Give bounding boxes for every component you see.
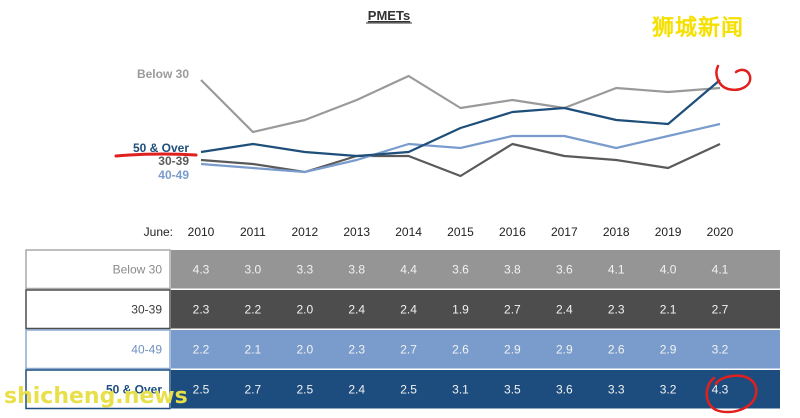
table-cell: 2.9 [556,342,573,356]
annotation-circle-top [715,64,752,91]
table-cell: 2.5 [193,382,210,396]
series-line-2 [200,122,721,174]
table-row-fill [171,370,780,409]
x-tick-label: 2016 [499,225,526,239]
table-cell: 2.4 [348,302,365,316]
table-cell: 4.4 [400,262,417,276]
x-tick-label: 2015 [447,225,474,239]
table-cell: 2.4 [556,302,573,316]
table-cell: 2.5 [400,382,417,396]
table-cell: 2.2 [193,342,210,356]
x-axis-prefix: June: [144,225,173,239]
table-cell: 3.5 [504,382,521,396]
table-cell: 2.7 [712,302,729,316]
table-cell: 4.3 [712,382,729,396]
table-cell: 3.0 [245,262,262,276]
series-line-0 [200,74,721,134]
table-cell: 1.9 [452,302,469,316]
table-row-label: 40-49 [131,342,162,356]
table-cell: 4.1 [608,262,625,276]
table-cell: 2.0 [296,302,313,316]
table-cell: 4.0 [660,262,677,276]
x-tick-label: 2011 [240,225,266,239]
table-cell: 2.5 [296,382,313,396]
table-cell: 3.8 [348,262,365,276]
table-cell: 3.1 [452,382,469,396]
table-cell: 4.1 [712,262,729,276]
x-tick-label: 2010 [188,225,215,239]
table-cell: 2.3 [608,302,625,316]
x-tick-label: 2013 [343,225,370,239]
table-row-label-box [25,289,171,330]
table-cell: 2.2 [245,302,262,316]
x-tick-label: 2012 [291,225,318,239]
table-cell: 3.6 [556,262,573,276]
watermark-top-right: 狮城新闻 [652,16,745,41]
series-label-0: Below 30 [137,67,189,81]
table-cell: 2.4 [400,302,417,316]
table-cell: 2.1 [660,302,677,316]
watermark-bottom-left: shicheng.news [4,384,188,409]
table-row-label: 30-39 [131,302,162,316]
series-line-3 [200,79,721,158]
table-cell: 3.3 [608,382,625,396]
series-label-3: 50 & Over [133,141,189,155]
table-row-fill [171,330,780,369]
table-cell: 2.9 [504,342,521,356]
series-line-1 [200,142,721,178]
table-cell: 2.1 [245,342,262,356]
table-cell: 3.6 [452,262,469,276]
x-tick-label: 2018 [603,225,630,239]
table-cell: 2.3 [348,342,365,356]
table-cell: 2.7 [245,382,262,396]
series-label-2: 40-49 [158,168,189,182]
table-cell: 3.2 [660,382,677,396]
annotation-underline [114,152,198,158]
table-cell: 3.3 [296,262,313,276]
table-cell: 2.6 [452,342,469,356]
table-cell: 4.3 [193,262,210,276]
table-row-fill [171,290,780,329]
table-cell: 2.3 [193,302,210,316]
table-cell: 2.0 [296,342,313,356]
table-cell: 3.8 [504,262,521,276]
x-tick-label: 2014 [395,225,422,239]
table-row-label: Below 30 [113,262,163,276]
table-row-fill [171,250,780,289]
x-tick-label: 2017 [551,225,578,239]
table-cell: 2.9 [660,342,677,356]
table-row-label: 50 & Over [106,382,162,396]
x-tick-label: 2019 [655,225,682,239]
table-cell: 2.7 [400,342,417,356]
annotation-circle-bottom [705,374,758,414]
table-row-label-box [25,329,171,370]
chart-title: PMETs [368,8,410,23]
x-tick-label: 2020 [707,225,734,239]
table-cell: 2.4 [348,382,365,396]
table-row-label-box [25,249,171,290]
table-row-label-box [25,369,171,410]
table-cell: 3.6 [556,382,573,396]
table-cell: 3.2 [712,342,729,356]
table-cell: 2.7 [504,302,521,316]
series-label-1: 30-39 [158,154,189,168]
table-cell: 2.6 [608,342,625,356]
